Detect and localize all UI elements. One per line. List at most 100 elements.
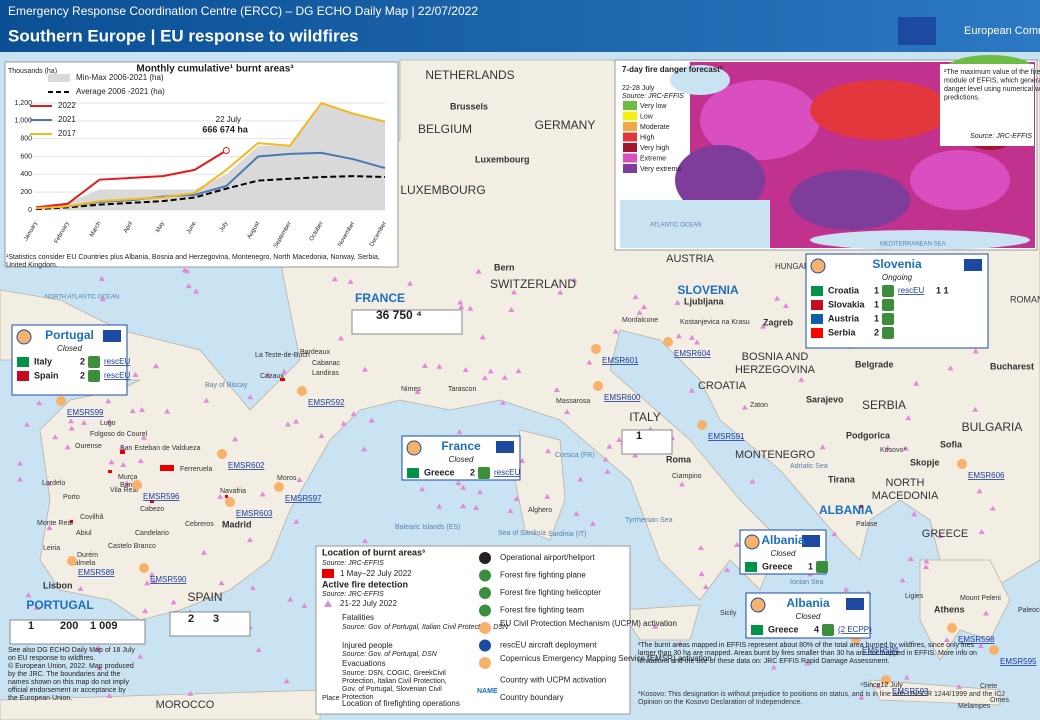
legend-heading: Active fire detection xyxy=(322,579,408,589)
active-fire xyxy=(674,299,681,305)
forecast-note-source: Source: JRC-EFFIS xyxy=(970,133,1032,140)
active-fire xyxy=(675,333,682,339)
legend-item: 21-22 July 2022 xyxy=(340,599,397,608)
place-label: Ljubljana xyxy=(684,296,724,306)
burnt-area xyxy=(150,500,154,503)
active-fire xyxy=(455,480,462,486)
ucpm-icon xyxy=(750,597,766,613)
place-label: Ionian Sea xyxy=(790,579,824,586)
place-label: Zaton xyxy=(750,402,768,409)
active-fire xyxy=(246,537,253,543)
box-count: 2 xyxy=(80,356,85,366)
forecast-dates: 22-28 July xyxy=(622,85,655,92)
legend-swatch xyxy=(48,74,70,82)
emsr-icon xyxy=(132,480,142,490)
active-fire xyxy=(458,304,465,310)
place-label: Palmela xyxy=(70,560,95,567)
forecast-level: Very extreme xyxy=(640,166,681,173)
active-fire xyxy=(187,690,194,696)
active-fire xyxy=(977,642,984,648)
active-fire xyxy=(105,398,112,404)
active-fire xyxy=(151,578,158,584)
place-label: BOSNIA AND xyxy=(742,351,809,363)
active-fire xyxy=(564,409,571,415)
active-fire xyxy=(96,665,103,671)
place-label: Lugo xyxy=(100,420,116,427)
box-status: Closed xyxy=(449,455,474,464)
place-label: HUNGARY xyxy=(775,262,816,271)
active-fire xyxy=(106,418,113,424)
active-fire xyxy=(170,599,177,605)
box-country: Spain xyxy=(34,370,59,380)
box-count: 2 xyxy=(80,370,85,380)
forecast-source: Source: JRC-EFFIS xyxy=(622,93,684,100)
box-status: Closed xyxy=(771,549,796,558)
active-fire xyxy=(129,408,136,414)
y-axis-label: Thousands (ha) xyxy=(8,68,57,75)
active-fire xyxy=(612,328,619,334)
active-fire xyxy=(688,387,695,393)
emsr-icon xyxy=(139,563,149,573)
legend-label: Min-Max 2006-2021 (ha) xyxy=(76,73,164,82)
place-label: Alghero xyxy=(528,507,552,514)
y-tick-label: 400 xyxy=(20,171,32,178)
emsr-link: EMSR606 xyxy=(968,471,1005,480)
legend-icon xyxy=(479,674,491,687)
emsr-link: EMSR603 xyxy=(236,509,273,518)
place-label: Ferreruela xyxy=(180,466,212,473)
land-crete xyxy=(869,679,1001,706)
active-fire xyxy=(513,495,520,501)
place-label: Mount Peleni xyxy=(960,595,1001,602)
active-fire xyxy=(697,545,704,551)
active-fire xyxy=(902,445,909,451)
minmax-area xyxy=(36,103,385,210)
country-flag xyxy=(811,300,823,310)
emsr-icon xyxy=(989,645,999,655)
active-fire xyxy=(347,278,354,284)
place-label: Ornes xyxy=(990,697,1010,704)
legend-item: Forest fire fighting helicopter xyxy=(500,588,601,597)
active-fire xyxy=(185,283,192,289)
active-fire xyxy=(203,397,210,403)
legend-heading: Location of burnt areas³ xyxy=(322,547,425,557)
active-fire xyxy=(68,425,75,431)
place-label: Lordelo xyxy=(42,480,65,487)
active-fire xyxy=(606,443,613,449)
place-label: Tarascon xyxy=(448,386,477,393)
legend-item: Fatalities xyxy=(342,613,374,622)
stat-value: 2 xyxy=(188,613,194,625)
active-fire xyxy=(124,480,131,486)
place-label: Covilhã xyxy=(80,514,103,521)
active-fire xyxy=(843,586,850,592)
country-flag xyxy=(811,286,823,296)
active-fire xyxy=(511,289,518,295)
place-label: Bay of Biscay xyxy=(205,382,248,389)
land-greece xyxy=(919,559,1011,661)
active-fire xyxy=(804,660,811,666)
header-top: Emergency Response Coordination Centre (… xyxy=(8,4,478,18)
active-fire xyxy=(137,653,144,659)
active-fire xyxy=(318,433,325,439)
forecast-note: ²The maximum value of the fire danger fo… xyxy=(944,69,1040,102)
place-label: GREECE xyxy=(922,528,968,540)
emsr-link: EMSR593 xyxy=(892,687,929,696)
place-label: Vila Real xyxy=(110,487,138,494)
active-fire xyxy=(760,323,767,329)
emsr-icon xyxy=(697,420,707,430)
active-fire xyxy=(557,289,564,295)
legend-icon xyxy=(479,552,491,564)
active-fire xyxy=(264,371,271,377)
active-fire xyxy=(477,489,484,495)
active-fire xyxy=(193,288,200,294)
country-flag xyxy=(745,562,757,572)
place-label: FRANCE xyxy=(355,291,405,305)
emsr-icon xyxy=(225,497,235,507)
box-status: Closed xyxy=(796,612,821,621)
place-label: SLOVENIA xyxy=(677,283,739,297)
active-fire xyxy=(702,584,709,590)
place-label: MOROCCO xyxy=(156,699,215,711)
active-fire xyxy=(255,647,262,653)
place-label: Tirana xyxy=(828,474,856,484)
forecast-level: Very low xyxy=(640,103,667,110)
